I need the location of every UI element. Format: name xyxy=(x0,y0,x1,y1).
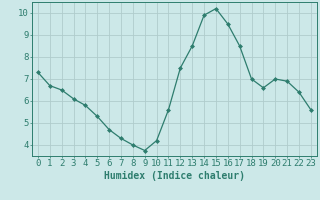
X-axis label: Humidex (Indice chaleur): Humidex (Indice chaleur) xyxy=(104,171,245,181)
